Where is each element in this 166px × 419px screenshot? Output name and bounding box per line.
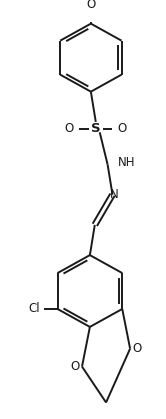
Text: O: O <box>118 122 127 135</box>
Text: O: O <box>86 0 95 11</box>
Text: N: N <box>110 188 119 201</box>
Text: O: O <box>65 122 74 135</box>
Text: O: O <box>132 342 142 355</box>
Text: NH: NH <box>117 156 135 169</box>
Text: S: S <box>91 122 101 135</box>
Text: Cl: Cl <box>28 303 40 316</box>
Text: O: O <box>71 360 80 373</box>
